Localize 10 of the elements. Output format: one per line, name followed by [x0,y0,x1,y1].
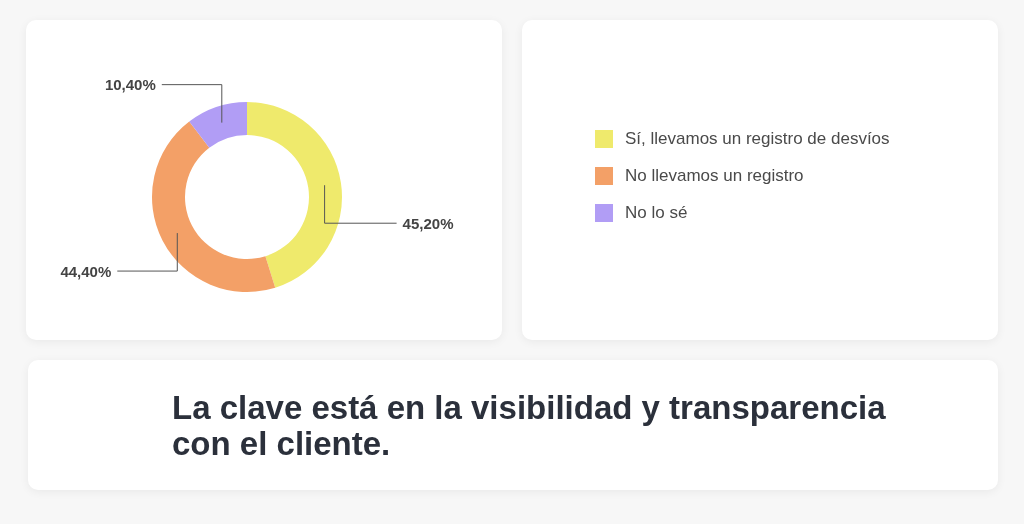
donut-slice [189,102,247,148]
text: La clave está en la visibilidad y transparencia con el cliente. [172,389,887,462]
data-label: 45,20% [402,214,454,232]
legend-label: No llevamos un registro [625,165,804,186]
legend-label: No lo sé [625,202,688,223]
data-label: 10,40% [104,76,156,94]
donut-slice [247,102,342,288]
data-label: 44,40% [60,262,112,280]
legend-label: Sí, llevamos un registro de desvíos [625,128,890,149]
donut-slice [152,121,276,292]
